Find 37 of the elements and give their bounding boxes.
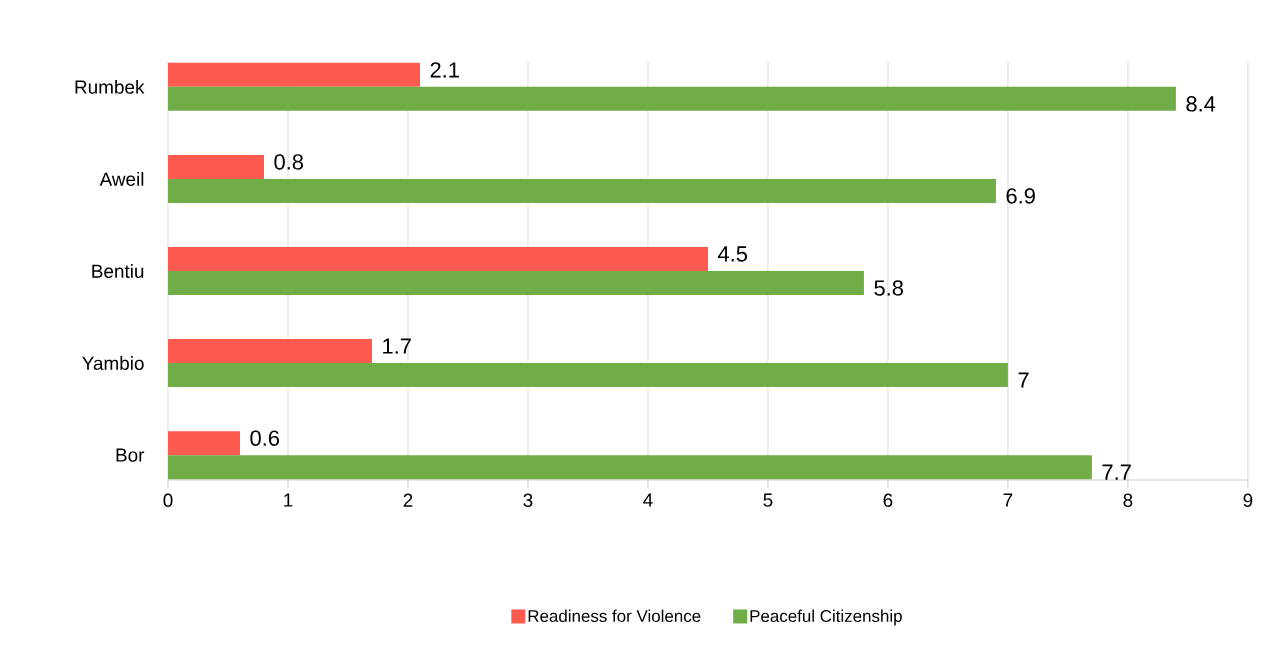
y-tick-label: Bentiu <box>92 264 144 278</box>
bar <box>168 62 420 87</box>
x-tick-label: 1 <box>284 493 293 507</box>
legend-label: Readiness for Violence <box>528 609 701 623</box>
data-label: 5.8 <box>874 280 903 296</box>
data-label: 7 <box>1018 372 1029 388</box>
data-label: 4.5 <box>717 246 748 262</box>
x-tick-label: 6 <box>883 493 893 507</box>
legend-label: Peaceful Citizenship <box>750 609 902 626</box>
x-tick-label: 7 <box>1003 493 1013 507</box>
bar <box>168 247 708 271</box>
x-tick-label: 4 <box>643 493 653 507</box>
bar <box>168 154 264 179</box>
x-tick-label: 2 <box>403 493 413 507</box>
x-tick-label: 0 <box>163 493 173 507</box>
y-tick-label: Yambio <box>82 356 144 371</box>
x-tick-label: 9 <box>1243 493 1253 507</box>
bar <box>168 178 996 203</box>
bar <box>168 431 240 456</box>
data-label: 2.1 <box>430 62 459 78</box>
bar <box>168 271 864 295</box>
bar <box>168 363 1008 388</box>
y-tick-label: Aweil <box>99 171 144 186</box>
data-label: 8.4 <box>1186 96 1216 112</box>
data-label: 0.8 <box>274 154 304 170</box>
x-tick-label: 8 <box>1123 493 1133 507</box>
x-tick-label: 5 <box>763 493 773 507</box>
data-label: 7.7 <box>1102 464 1131 480</box>
bar <box>168 86 1176 111</box>
data-label: 0.6 <box>250 430 280 446</box>
x-tick-label: 3 <box>523 493 533 507</box>
y-tick-label: Bor <box>116 448 145 462</box>
data-label: 1.7 <box>383 338 411 354</box>
data-label: 6.9 <box>1006 188 1035 204</box>
y-tick-label: Rumbek <box>75 79 145 94</box>
bar <box>168 455 1092 480</box>
bar <box>168 339 372 364</box>
